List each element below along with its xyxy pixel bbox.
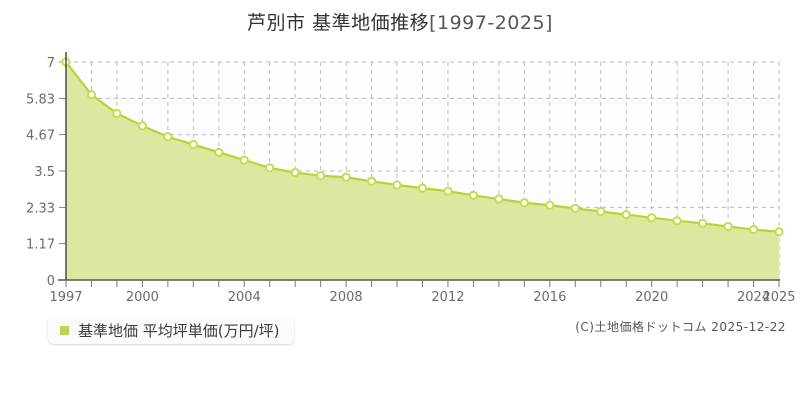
- x-axis-tick-label: 2020: [635, 290, 668, 305]
- data-point-marker[interactable]: [163, 132, 173, 142]
- x-axis-tick-label: 2012: [431, 290, 464, 305]
- data-point-marker[interactable]: [137, 121, 147, 131]
- legend-series-label: 基準地価 平均坪単価(万円/坪): [78, 321, 280, 340]
- copyright-credit: (C)土地価格ドットコム 2025-12-22: [575, 320, 786, 334]
- y-axis-tick-label: 0: [47, 274, 55, 289]
- data-point-marker[interactable]: [443, 186, 453, 196]
- data-point-marker[interactable]: [417, 183, 428, 193]
- x-axis-tick-label: 2016: [533, 290, 566, 305]
- data-point-marker[interactable]: [239, 155, 249, 165]
- y-axis-tick-label: 3.5: [34, 165, 55, 180]
- data-point-marker[interactable]: [774, 227, 784, 237]
- title-range-text: [1997-2025]: [429, 12, 553, 34]
- data-point-marker[interactable]: [316, 171, 326, 181]
- x-axis-tick-label: 2008: [330, 290, 363, 305]
- y-axis-tick-label: 4.67: [26, 129, 55, 144]
- y-axis-tick-label: 7: [47, 56, 55, 71]
- data-point-marker[interactable]: [698, 218, 708, 228]
- data-point-marker[interactable]: [468, 190, 479, 200]
- x-axis-tick-label: 2025: [762, 290, 795, 305]
- x-axis-tick-label: 1997: [49, 290, 82, 305]
- data-point-marker[interactable]: [265, 163, 275, 173]
- data-point-marker[interactable]: [86, 90, 97, 100]
- page-title: 芦別市 基準地価推移[1997-2025]: [0, 8, 800, 35]
- series-area-fill: [66, 62, 779, 280]
- data-point-marker[interactable]: [570, 203, 580, 213]
- x-axis-tick-label: 2004: [228, 290, 261, 305]
- y-axis-tick-label: 2.33: [26, 201, 55, 216]
- data-point-marker[interactable]: [723, 221, 733, 232]
- data-point-marker[interactable]: [596, 206, 606, 217]
- x-axis-tick-label: 2024: [737, 290, 770, 305]
- data-point-marker[interactable]: [519, 198, 529, 208]
- data-point-marker[interactable]: [112, 108, 122, 118]
- plot-area: 7 5.83 4.67 3.5 2.33 1.17 0 1997 2000 2004 2008 201…: [26, 52, 796, 305]
- data-point-marker[interactable]: [341, 172, 351, 182]
- data-point-marker[interactable]: [545, 200, 555, 210]
- x-axis-tick-label: 2000: [126, 290, 159, 305]
- data-point-marker[interactable]: [392, 180, 402, 190]
- data-point-marker[interactable]: [290, 167, 300, 178]
- legend-square-marker-icon: [60, 325, 69, 335]
- data-point-marker[interactable]: [672, 216, 682, 226]
- y-axis-tick-label: 5.83: [26, 92, 55, 107]
- data-point-marker[interactable]: [647, 213, 657, 223]
- data-point-marker[interactable]: [366, 176, 377, 186]
- chart-legend: 基準地価 平均坪単価(万円/坪): [48, 316, 294, 344]
- data-point-marker[interactable]: [748, 224, 759, 235]
- data-point-marker[interactable]: [188, 139, 198, 150]
- data-point-marker[interactable]: [214, 147, 224, 157]
- data-point-marker[interactable]: [494, 194, 504, 204]
- y-axis-tick-label: 1.17: [26, 238, 55, 253]
- data-point-marker[interactable]: [621, 210, 631, 220]
- title-main-text: 芦別市 基準地価推移: [247, 12, 430, 34]
